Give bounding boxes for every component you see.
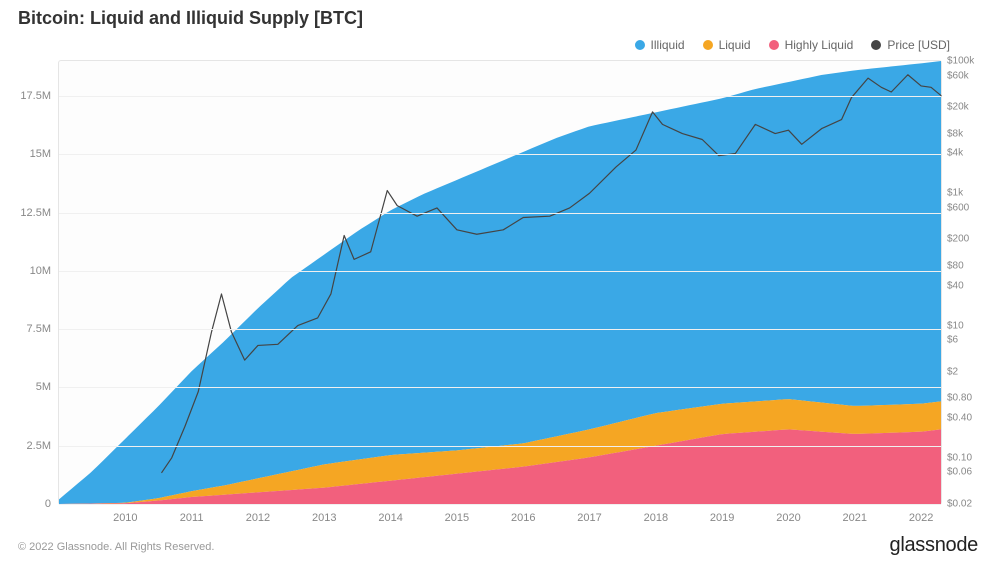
- legend-item-illiquid: Illiquid: [635, 38, 685, 52]
- legend-label: Price [USD]: [887, 38, 950, 52]
- y-right-tick-label: $20k: [947, 102, 969, 113]
- y-left-tick-label: 17.5M: [20, 90, 51, 102]
- y-right-tick-label: $80: [947, 260, 964, 271]
- y-right-tick-label: $60k: [947, 70, 969, 81]
- legend-swatch-price: [871, 40, 881, 50]
- legend-swatch-highly-liquid: [769, 40, 779, 50]
- legend-item-highly-liquid: Highly Liquid: [769, 38, 854, 52]
- y-right-tick-label: $10: [947, 320, 964, 331]
- x-tick-label: 2014: [378, 512, 402, 524]
- y-right-tick-label: $0.10: [947, 452, 972, 463]
- y-right-tick-label: $4k: [947, 148, 963, 159]
- y-right-tick-label: $100k: [947, 56, 974, 67]
- y-right-tick-label: $0.02: [947, 499, 972, 510]
- x-tick-label: 2012: [246, 512, 270, 524]
- y-right-tick-label: $1k: [947, 188, 963, 199]
- x-tick-label: 2020: [776, 512, 800, 524]
- x-tick-label: 2015: [445, 512, 469, 524]
- brand-logo: glassnode: [890, 534, 978, 557]
- legend-swatch-liquid: [703, 40, 713, 50]
- plot-area: glassnode 02.5M5M7.5M10M12.5M15M17.5M$10…: [58, 60, 942, 505]
- x-tick-label: 2017: [577, 512, 601, 524]
- x-tick-label: 2022: [909, 512, 933, 524]
- chart-svg: [59, 61, 941, 504]
- x-tick-label: 2021: [843, 512, 867, 524]
- y-right-tick-label: $600: [947, 202, 969, 213]
- copyright-text: © 2022 Glassnode. All Rights Reserved.: [18, 541, 214, 553]
- legend-label: Highly Liquid: [785, 38, 854, 52]
- y-left-tick-label: 7.5M: [27, 323, 51, 335]
- y-left-tick-label: 5M: [36, 381, 51, 393]
- y-right-tick-label: $6: [947, 335, 958, 346]
- legend-label: Illiquid: [651, 38, 685, 52]
- legend-item-liquid: Liquid: [703, 38, 751, 52]
- legend-item-price: Price [USD]: [871, 38, 950, 52]
- y-left-tick-label: 0: [45, 498, 51, 510]
- chart-title: Bitcoin: Liquid and Illiquid Supply [BTC…: [18, 8, 363, 29]
- y-right-tick-label: $0.40: [947, 412, 972, 423]
- y-right-tick-label: $2: [947, 366, 958, 377]
- y-left-tick-label: 10M: [30, 265, 51, 277]
- y-left-tick-label: 12.5M: [20, 207, 51, 219]
- x-tick-label: 2016: [511, 512, 535, 524]
- x-tick-label: 2013: [312, 512, 336, 524]
- x-tick-label: 2018: [644, 512, 668, 524]
- x-tick-label: 2010: [113, 512, 137, 524]
- y-right-tick-label: $0.06: [947, 467, 972, 478]
- y-right-tick-label: $40: [947, 280, 964, 291]
- y-right-tick-label: $200: [947, 234, 969, 245]
- y-left-tick-label: 2.5M: [27, 440, 51, 452]
- x-tick-label: 2011: [180, 512, 204, 524]
- legend: Illiquid Liquid Highly Liquid Price [USD…: [635, 38, 950, 52]
- y-right-tick-label: $8k: [947, 128, 963, 139]
- x-tick-label: 2019: [710, 512, 734, 524]
- legend-label: Liquid: [719, 38, 751, 52]
- legend-swatch-illiquid: [635, 40, 645, 50]
- chart-container: Bitcoin: Liquid and Illiquid Supply [BTC…: [0, 0, 1000, 565]
- y-left-tick-label: 15M: [30, 148, 51, 160]
- y-right-tick-label: $0.80: [947, 393, 972, 404]
